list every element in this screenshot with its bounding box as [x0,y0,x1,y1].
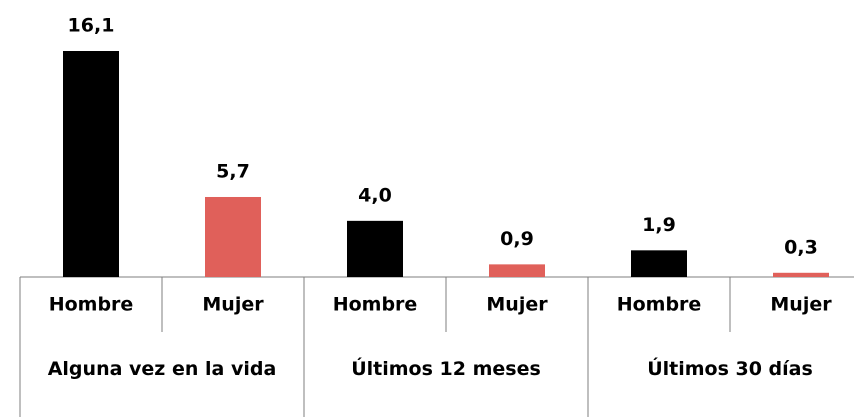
data-label: 0,3 [784,236,818,258]
category-label: Mujer [770,294,832,316]
data-label: 0,9 [500,228,534,250]
bar [489,264,545,277]
group-label: Últimos 12 meses [351,358,541,380]
data-label: 4,0 [358,184,392,206]
data-label: 5,7 [216,160,250,182]
bar [63,51,119,277]
category-label: Mujer [202,294,264,316]
category-label: Hombre [49,294,134,316]
bar [773,272,829,277]
group-label: Últimos 30 días [647,358,813,380]
category-label: Mujer [486,294,548,316]
bar [205,196,261,277]
data-label: 16,1 [68,15,115,37]
category-label: Hombre [333,294,418,316]
group-label: Alguna vez en la vida [47,358,277,380]
category-label: Hombre [617,294,702,316]
bar [631,250,687,277]
data-label: 1,9 [642,214,676,236]
bar [347,220,403,277]
